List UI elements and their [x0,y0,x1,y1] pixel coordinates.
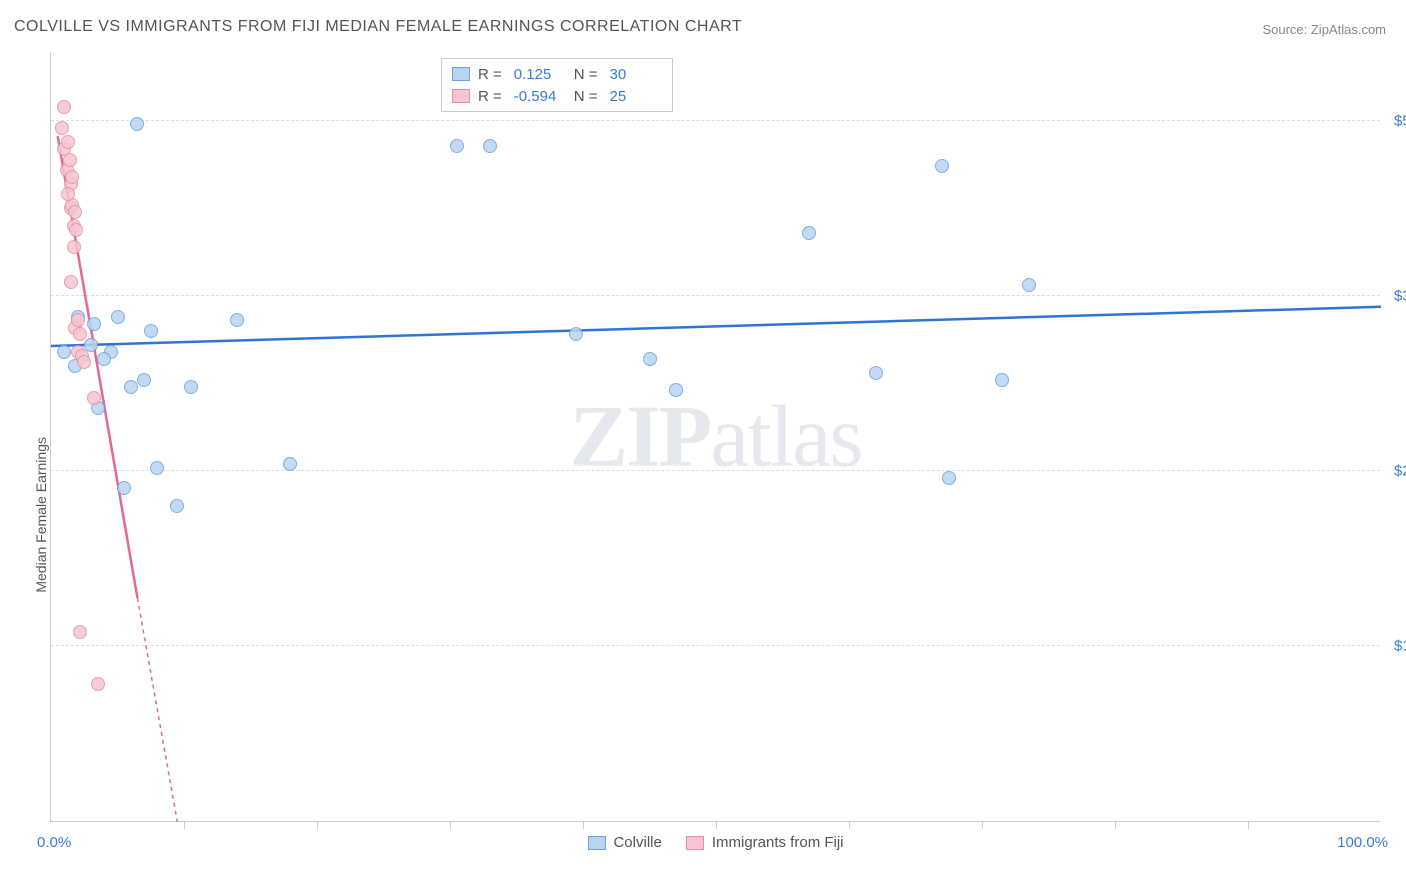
data-point [69,223,83,237]
legend-swatch-1 [452,67,470,81]
data-point [1022,278,1036,292]
chart-title: COLVILLE VS IMMIGRANTS FROM FIJI MEDIAN … [14,18,742,36]
trend-lines [51,52,1380,821]
data-point [802,226,816,240]
data-point [170,499,184,513]
stats-legend-row-2: R = -0.594 N = 25 [452,85,662,107]
data-point [869,366,883,380]
data-point [995,373,1009,387]
legend-r-label-1: R = [478,66,502,83]
data-point [137,373,151,387]
data-point [67,240,81,254]
y-tick-label: $12,500 [1388,638,1406,655]
data-point [569,327,583,341]
data-point [73,327,87,341]
legend-n-label-2: N = [574,88,598,105]
legend-swatch [686,836,704,850]
data-point [117,481,131,495]
data-point [124,380,138,394]
legend-label: Colville [613,834,661,851]
data-point [483,139,497,153]
legend-swatch-2 [452,89,470,103]
data-point [77,355,91,369]
data-point [935,159,949,173]
data-point [71,313,85,327]
data-point [63,153,77,167]
legend-r-value-1: 0.125 [514,66,562,83]
data-point [97,352,111,366]
stats-legend: R = 0.125 N = 30 R = -0.594 N = 25 [441,58,673,112]
x-min-label: 0.0% [37,834,71,851]
series-legend: Colville Immigrants from Fiji [587,834,843,851]
data-point [55,121,69,135]
legend-label: Immigrants from Fiji [712,834,844,851]
data-point [130,117,144,131]
data-point [91,677,105,691]
data-point [73,625,87,639]
data-point [87,317,101,331]
legend-n-label-1: N = [574,66,598,83]
data-point [669,383,683,397]
data-point [150,461,164,475]
y-tick-label: $25,000 [1388,463,1406,480]
stats-legend-row-1: R = 0.125 N = 30 [452,63,662,85]
x-max-label: 100.0% [1337,834,1388,851]
data-point [57,345,71,359]
data-point [643,352,657,366]
chart-plot-area: Median Female Earnings ZIPatlas $12,500$… [50,52,1380,822]
y-tick-label: $50,000 [1388,113,1406,130]
data-point [61,135,75,149]
data-point [87,391,101,405]
data-point [68,205,82,219]
data-point [144,324,158,338]
legend-r-label-2: R = [478,88,502,105]
series-legend-item: Immigrants from Fiji [686,834,844,851]
data-point [283,457,297,471]
legend-n-value-1: 30 [610,66,658,83]
data-point [184,380,198,394]
data-point [64,275,78,289]
legend-n-value-2: 25 [610,88,658,105]
series-legend-item: Colville [587,834,661,851]
source-attribution: Source: ZipAtlas.com [1262,22,1386,37]
data-point [942,471,956,485]
data-point [61,187,75,201]
data-point [230,313,244,327]
legend-r-value-2: -0.594 [514,88,562,105]
y-tick-label: $37,500 [1388,288,1406,305]
watermark: ZIPatlas [570,386,862,487]
data-point [111,310,125,324]
legend-swatch [587,836,605,850]
data-point [57,100,71,114]
data-point [65,170,79,184]
data-point [450,139,464,153]
y-axis-label: Median Female Earnings [33,437,49,593]
